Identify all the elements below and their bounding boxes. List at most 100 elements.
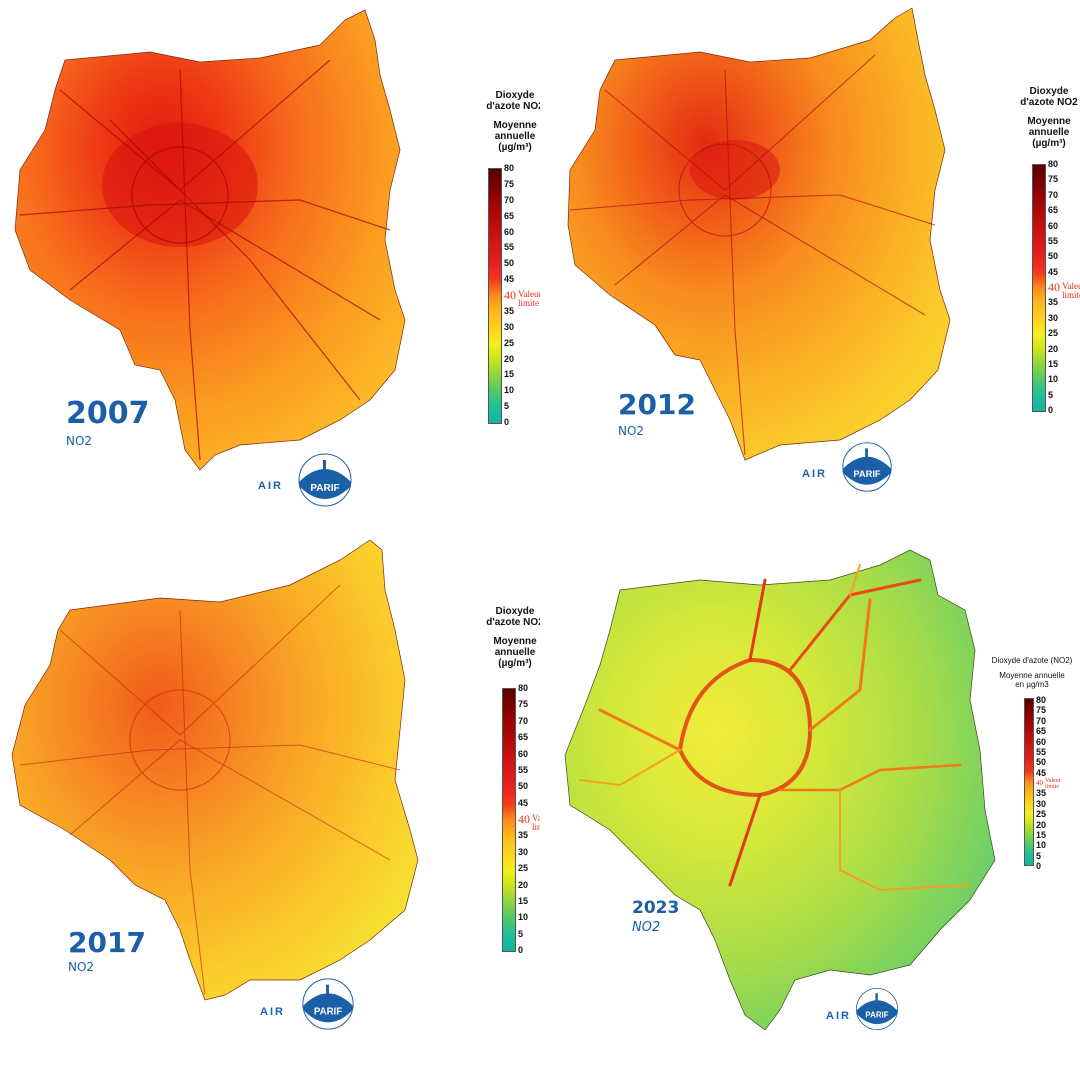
scale-tick-label: 80 bbox=[518, 683, 529, 693]
scale-tick-label: 25 bbox=[518, 863, 529, 874]
svg-text:PARIF: PARIF bbox=[865, 1011, 888, 1020]
scale-tick-label: 25 bbox=[504, 337, 515, 348]
scale-tick-label: 55 bbox=[504, 242, 515, 253]
color-scale-bar bbox=[502, 688, 516, 952]
no2-map-2012 bbox=[567, 7, 951, 461]
scale-tick-label: 75 bbox=[1036, 705, 1047, 716]
year-label: 2012 bbox=[618, 388, 696, 421]
scale-tick-label: 65 bbox=[518, 732, 529, 743]
scale-tick-label: 35 bbox=[518, 830, 529, 841]
scale-tick-label: 30 bbox=[1048, 312, 1059, 323]
scale-tick-label: 45 bbox=[1048, 266, 1059, 277]
logo-air-text: AIR bbox=[802, 468, 827, 480]
color-scale: 807570656055504540Valeurlimite3530252015… bbox=[502, 683, 540, 955]
scale-tick-label: 20 bbox=[504, 353, 515, 364]
scale-tick-label: 15 bbox=[504, 369, 515, 380]
logo-badge-icon: PARIF bbox=[855, 987, 899, 1031]
scale-tick-label: 55 bbox=[1036, 746, 1047, 757]
scale-tick-label: 5 bbox=[518, 928, 524, 939]
svg-text:PARIF: PARIF bbox=[314, 1007, 342, 1018]
scale-tick-label: 70 bbox=[1036, 715, 1047, 726]
map-panel-2017: 2017 NO2 AIR PARIF Dioxyde d'azote NO2 Mo… bbox=[0, 540, 540, 1080]
scale-tick-label: 20 bbox=[1048, 343, 1059, 354]
no2-map-2023 bbox=[564, 549, 996, 1031]
color-scale-bar bbox=[1032, 164, 1046, 412]
scale-tick-label: 30 bbox=[1036, 798, 1047, 809]
scale-tick-label: 75 bbox=[504, 178, 515, 189]
scale-tick-label: 70 bbox=[518, 715, 529, 726]
scale-tick-label: 80 bbox=[504, 163, 515, 173]
year-label: 2017 bbox=[68, 926, 146, 959]
year-label: 2023 bbox=[632, 898, 680, 918]
legend-title: Dioxyde d'azote NO2 bbox=[486, 606, 540, 628]
legend-subtitle: Moyenne annuelle (µg/m³) bbox=[1027, 116, 1071, 149]
scale-tick-label: 5 bbox=[1048, 389, 1054, 400]
scale-tick-label: 10 bbox=[1048, 374, 1059, 385]
scale-tick-label: 25 bbox=[1036, 809, 1047, 820]
pollutant-label: NO2 bbox=[618, 424, 645, 438]
logo-air-text: AIR bbox=[260, 1006, 285, 1018]
scale-tick-label: 65 bbox=[504, 210, 515, 221]
logo-air-text: AIR bbox=[258, 480, 283, 492]
scale-tick-label: 0 bbox=[504, 417, 510, 427]
color-scale-bar bbox=[488, 168, 502, 424]
scale-tick-label: 60 bbox=[518, 748, 529, 759]
svg-text:PARIF: PARIF bbox=[853, 469, 881, 479]
legend-subtitle: Moyenne annuelle (µg/m³) bbox=[493, 636, 537, 669]
scale-tick-label: 75 bbox=[518, 699, 529, 710]
scale-tick-label: 30 bbox=[518, 846, 529, 857]
scale-tick-label: 0 bbox=[1036, 861, 1042, 871]
year-label: 2007 bbox=[66, 396, 150, 431]
logo-badge-text: PARIF bbox=[310, 483, 339, 494]
map-panel-2007: 2007 NO2 AIR PARIF Dioxyde d'azote NO2 Mo… bbox=[0, 0, 540, 540]
scale-tick-label: 55 bbox=[518, 764, 529, 775]
scale-tick-label: 10 bbox=[518, 912, 529, 923]
map-panel-2012: 2012 NO2 AIR PARIF Dioxyde d'azote NO2 Mo… bbox=[540, 0, 1080, 540]
scale-tick-label: 70 bbox=[504, 194, 515, 205]
legend-subtitle: Moyenne annuelle en µg/m3 bbox=[999, 671, 1065, 689]
scale-tick-label: 0 bbox=[1048, 405, 1054, 415]
scale-tick-label: 25 bbox=[1048, 328, 1059, 339]
color-scale-bar bbox=[1024, 698, 1034, 866]
pollutant-label: NO2 bbox=[68, 960, 95, 974]
scale-tick-label: 60 bbox=[1048, 220, 1059, 231]
scale-tick-label: 80 bbox=[1036, 695, 1047, 705]
scale-tick-label: 70 bbox=[1048, 189, 1059, 200]
legend: Dioxyde d'azote NO2 Moyenne annuelle (µg/m³… bbox=[1004, 86, 1080, 149]
scale-tick-label: 45 bbox=[504, 274, 515, 285]
no2-map-2007 bbox=[14, 9, 406, 471]
scale-tick-label: 65 bbox=[1048, 205, 1059, 216]
scale-tick-label: 35 bbox=[1048, 297, 1059, 308]
color-scale: 807570656055504540Valeurlimite3530252015… bbox=[1032, 159, 1080, 415]
legend-title: Dioxyde d'azote (NO2) bbox=[991, 656, 1073, 665]
legend: Dioxyde d'azote NO2 Moyenne annuelle (µg/m³… bbox=[470, 90, 540, 153]
scale-tick-label: 55 bbox=[1048, 235, 1059, 246]
logo-badge-icon: PARIF bbox=[298, 453, 352, 507]
scale-tick-label: 60 bbox=[1036, 736, 1047, 747]
scale-tick-label: 15 bbox=[1036, 829, 1047, 840]
scale-tick-label: 50 bbox=[504, 258, 515, 269]
scale-tick-label: 20 bbox=[518, 879, 529, 890]
scale-tick-label: 5 bbox=[504, 401, 510, 412]
scale-tick-label: 30 bbox=[504, 321, 515, 332]
map-panel-2023: 2023 NO2 AIR PARIF Dioxyde d'azote (NO2)… bbox=[540, 540, 1080, 1080]
scale-tick-label: 50 bbox=[518, 781, 529, 792]
pollutant-label: NO2 bbox=[66, 434, 93, 448]
logo-badge-icon: PARIF bbox=[842, 442, 892, 492]
no2-map-2017 bbox=[11, 540, 419, 1001]
scale-tick-label: 35 bbox=[1036, 788, 1047, 799]
legend: Dioxyde d'azote NO2 Moyenne annuelle (µg/m³… bbox=[470, 606, 540, 669]
scale-tick-label: 15 bbox=[518, 895, 529, 906]
legend-title: Dioxyde d'azote NO2 bbox=[1020, 86, 1078, 108]
legend-subtitle: Moyenne annuelle (µg/m³) bbox=[493, 120, 537, 153]
scale-tick-label: 65 bbox=[1036, 726, 1047, 737]
scale-tick-label: 45 bbox=[1036, 767, 1047, 778]
